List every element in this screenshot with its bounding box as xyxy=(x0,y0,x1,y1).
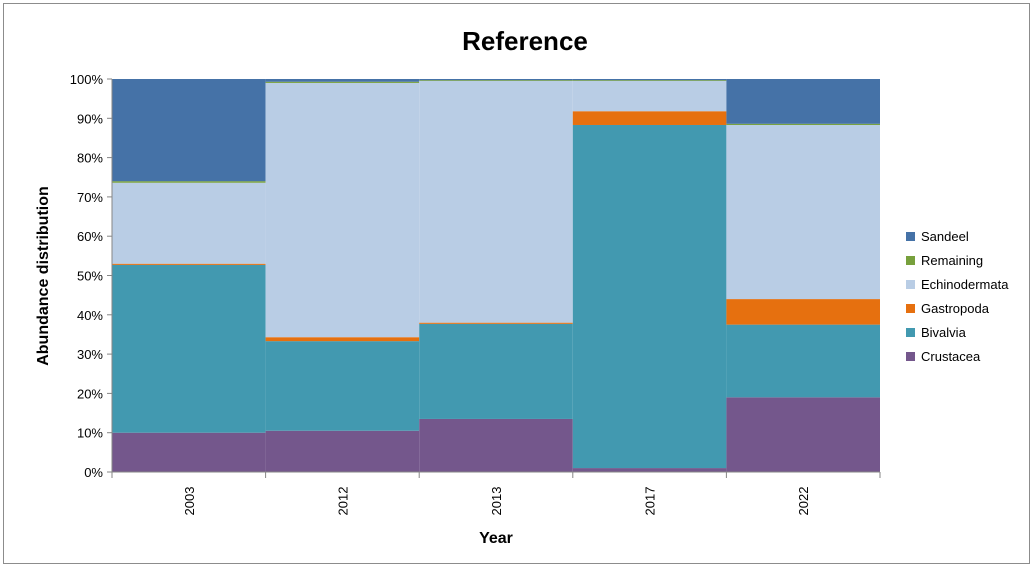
bar-crustacea-2022 xyxy=(726,397,880,472)
bar-remaining-2003 xyxy=(112,181,266,183)
x-tick-label-2013: 2013 xyxy=(489,487,504,516)
y-tick-label: 90% xyxy=(77,111,103,126)
y-tick-label: 50% xyxy=(77,269,103,284)
y-tick-label: 70% xyxy=(77,190,103,205)
x-axis-title: Year xyxy=(479,530,513,547)
legend-label-echinodermata: Echinodermata xyxy=(921,277,1009,292)
bar-bivalvia-2003 xyxy=(112,264,266,433)
bar-bivalvia-2017 xyxy=(572,124,727,469)
bar-echinodermata-2017 xyxy=(572,80,727,112)
y-tick-labels: 0% 10% 20% 30% 40% 50% 60% 70% 80% 90% 100% xyxy=(70,72,104,480)
y-tick-label: 10% xyxy=(77,426,103,441)
x-tick-labels: 2003 2012 2013 2017 2022 xyxy=(182,487,811,516)
bar-remaining-2022 xyxy=(726,123,880,125)
bar-gastropoda-2013 xyxy=(419,322,573,324)
bar-gastropoda-2022 xyxy=(726,299,880,325)
bar-crustacea-2003 xyxy=(112,432,266,472)
bar-gastropoda-2003 xyxy=(112,263,266,265)
y-tick-label: 20% xyxy=(77,386,103,401)
y-tick-label: 40% xyxy=(77,308,103,323)
y-tick-label: 100% xyxy=(70,72,104,87)
bar-remaining-2017 xyxy=(572,80,727,81)
legend-swatch-crustacea xyxy=(906,352,915,361)
bar-bivalvia-2013 xyxy=(419,323,573,419)
bar-remaining-2013 xyxy=(419,80,573,81)
axes-group xyxy=(107,78,881,478)
x-tick-label-2022: 2022 xyxy=(796,487,811,516)
legend-swatch-remaining xyxy=(906,256,915,265)
bar-crustacea-2012 xyxy=(265,430,420,472)
y-tick-label: 30% xyxy=(77,347,103,362)
legend-label-remaining: Remaining xyxy=(921,253,983,268)
legend: Sandeel Remaining Echinodermata Gastropoda B… xyxy=(906,229,1009,364)
x-tick-label-2012: 2012 xyxy=(335,487,350,516)
legend-label-crustacea: Crustacea xyxy=(921,349,981,364)
legend-label-gastropoda: Gastropoda xyxy=(921,301,990,316)
bar-crustacea-2013 xyxy=(419,418,573,472)
bar-sandeel-2012 xyxy=(265,79,420,82)
legend-label-sandeel: Sandeel xyxy=(921,229,969,244)
y-axis-title: Abundance distribution xyxy=(35,186,52,366)
legend-label-bivalvia: Bivalvia xyxy=(921,325,967,340)
bar-gastropoda-2012 xyxy=(265,337,420,342)
y-tick-label: 60% xyxy=(77,229,103,244)
bar-sandeel-2022 xyxy=(726,79,880,124)
legend-swatch-sandeel xyxy=(906,232,915,241)
bar-bivalvia-2012 xyxy=(265,341,420,431)
bar-sandeel-2003 xyxy=(112,79,266,182)
x-tick-label-2003: 2003 xyxy=(182,487,197,516)
bar-gastropoda-2017 xyxy=(572,111,727,125)
legend-swatch-bivalvia xyxy=(906,328,915,337)
x-tick-label-2017: 2017 xyxy=(643,487,658,516)
bars-group xyxy=(112,79,880,472)
bar-sandeel-2017 xyxy=(572,79,727,81)
legend-swatch-gastropoda xyxy=(906,304,915,313)
legend-swatch-echinodermata xyxy=(906,280,915,289)
bar-echinodermata-2003 xyxy=(112,182,266,264)
y-tick-label: 0% xyxy=(84,465,103,480)
bar-echinodermata-2012 xyxy=(265,82,420,338)
bar-remaining-2012 xyxy=(265,81,420,83)
bar-bivalvia-2022 xyxy=(726,324,880,398)
bar-sandeel-2013 xyxy=(419,79,573,81)
bar-echinodermata-2022 xyxy=(726,124,880,300)
bar-echinodermata-2013 xyxy=(419,80,573,323)
chart-title: Reference xyxy=(462,26,588,56)
bar-crustacea-2017 xyxy=(572,468,727,472)
y-tick-label: 80% xyxy=(77,151,103,166)
